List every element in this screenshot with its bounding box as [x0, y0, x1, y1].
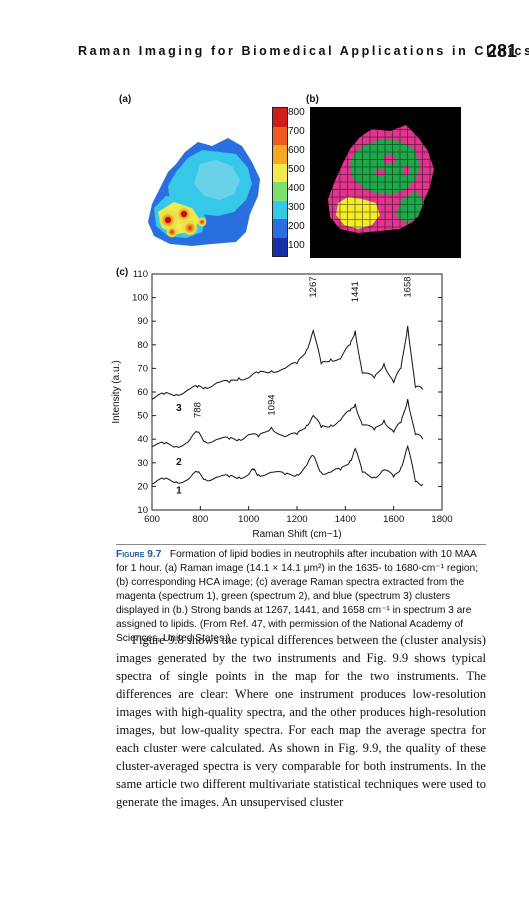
spectrum-label-3: 3: [176, 403, 182, 414]
colorbar-label-800: 800: [288, 107, 305, 118]
spectrum-line-1: [151, 444, 424, 487]
x-tick-label: 1000: [238, 514, 259, 525]
colorbar-label-100: 100: [288, 240, 305, 251]
y-tick-label: 20: [137, 481, 148, 492]
y-tick-label: 30: [137, 458, 148, 469]
body-text: Figure 9.8 shows the typical differences…: [116, 631, 486, 811]
colorbar-label-300: 300: [288, 202, 305, 213]
y-tick-label: 110: [133, 269, 148, 280]
hca-image-panel-b: [310, 107, 461, 258]
y-tick-label: 80: [137, 340, 148, 351]
y-tick-label: 50: [137, 411, 148, 422]
panel-b-label: (b): [306, 94, 319, 105]
y-axis-label: Intensity (a.u.): [111, 360, 122, 423]
body-paragraph: Figure 9.8 shows the typical differences…: [116, 633, 486, 809]
peak-annotation: 1658: [403, 276, 414, 297]
x-tick-label: 800: [192, 514, 208, 525]
peak-annotation: 1094: [266, 394, 277, 415]
x-tick-label: 600: [144, 514, 160, 525]
colorbar: [272, 107, 288, 257]
y-tick-label: 10: [137, 505, 148, 516]
colorbar-label-500: 500: [288, 164, 305, 175]
y-tick-label: 100: [132, 293, 148, 304]
spectrum-label-2: 2: [176, 457, 182, 468]
figure-label: Figure 9.7: [116, 549, 162, 560]
y-tick-label: 90: [137, 316, 148, 327]
peak-annotation: 1267: [308, 276, 319, 297]
caption-text: Formation of lipid bodies in neutrophils…: [116, 549, 479, 644]
colorbar-label-600: 600: [288, 145, 305, 156]
page-number: 281: [487, 41, 518, 61]
running-title: Raman Imaging for Biomedical Application…: [78, 44, 529, 58]
x-tick-label: 1800: [431, 514, 452, 525]
x-tick-label: 1200: [286, 514, 307, 525]
y-tick-label: 60: [137, 387, 148, 398]
spectrum-line-3: [151, 325, 424, 400]
panel-a-label: (a): [119, 94, 132, 105]
peak-annotation: 788: [192, 402, 203, 418]
figure-caption: Figure 9.7 Formation of lipid bodies in …: [116, 548, 486, 646]
panel-c-label: (c): [116, 267, 129, 278]
caption-rule: [116, 544, 486, 545]
raman-image-panel-a: [148, 138, 260, 246]
x-tick-label: 1600: [383, 514, 404, 525]
peak-annotation: 1441: [350, 281, 361, 302]
colorbar-label-200: 200: [288, 221, 305, 232]
colorbar-label-400: 400: [288, 183, 305, 194]
spectrum-line-2: [151, 399, 424, 448]
colorbar-label-700: 700: [288, 126, 305, 137]
y-tick-label: 70: [137, 363, 148, 374]
raman-spectra-chart: 600 800 1000 1200 1400 1600 1800 10 20 30 40 50 60 70…: [111, 269, 453, 540]
x-tick-label: 1400: [335, 514, 356, 525]
x-axis-label: Raman Shift (cm−1): [252, 529, 341, 540]
y-tick-label: 40: [137, 434, 148, 445]
spectrum-label-1: 1: [176, 485, 182, 496]
